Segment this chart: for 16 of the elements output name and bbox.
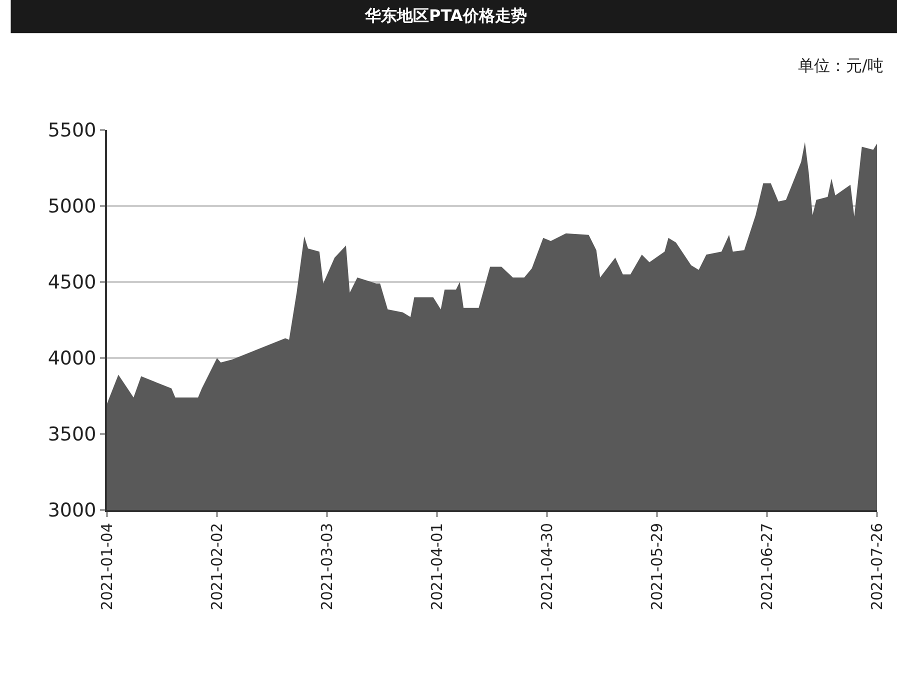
y-tick-label: 4500 bbox=[48, 272, 96, 294]
y-tick-label: 5500 bbox=[48, 120, 96, 142]
y-tick-label: 3500 bbox=[48, 424, 96, 446]
x-tick-label: 2021-04-30 bbox=[538, 523, 556, 610]
x-tick-label: 2021-02-02 bbox=[208, 523, 226, 610]
x-tick-label: 2021-05-29 bbox=[648, 523, 666, 610]
x-tick-label: 2021-04-01 bbox=[428, 523, 446, 610]
y-tick-label: 3000 bbox=[48, 500, 96, 522]
y-tick-label: 4000 bbox=[48, 348, 96, 370]
chart-title: 华东地区PTA价格走势 bbox=[364, 6, 527, 25]
x-tick-label: 2021-03-03 bbox=[318, 523, 336, 610]
y-tick-label: 5000 bbox=[48, 196, 96, 218]
x-tick-label: 2021-01-04 bbox=[98, 523, 116, 610]
text: 单位：元/吨 bbox=[798, 56, 884, 75]
x-tick-label: 2021-07-26 bbox=[868, 523, 886, 610]
x-tick-label: 2021-06-27 bbox=[758, 523, 776, 610]
